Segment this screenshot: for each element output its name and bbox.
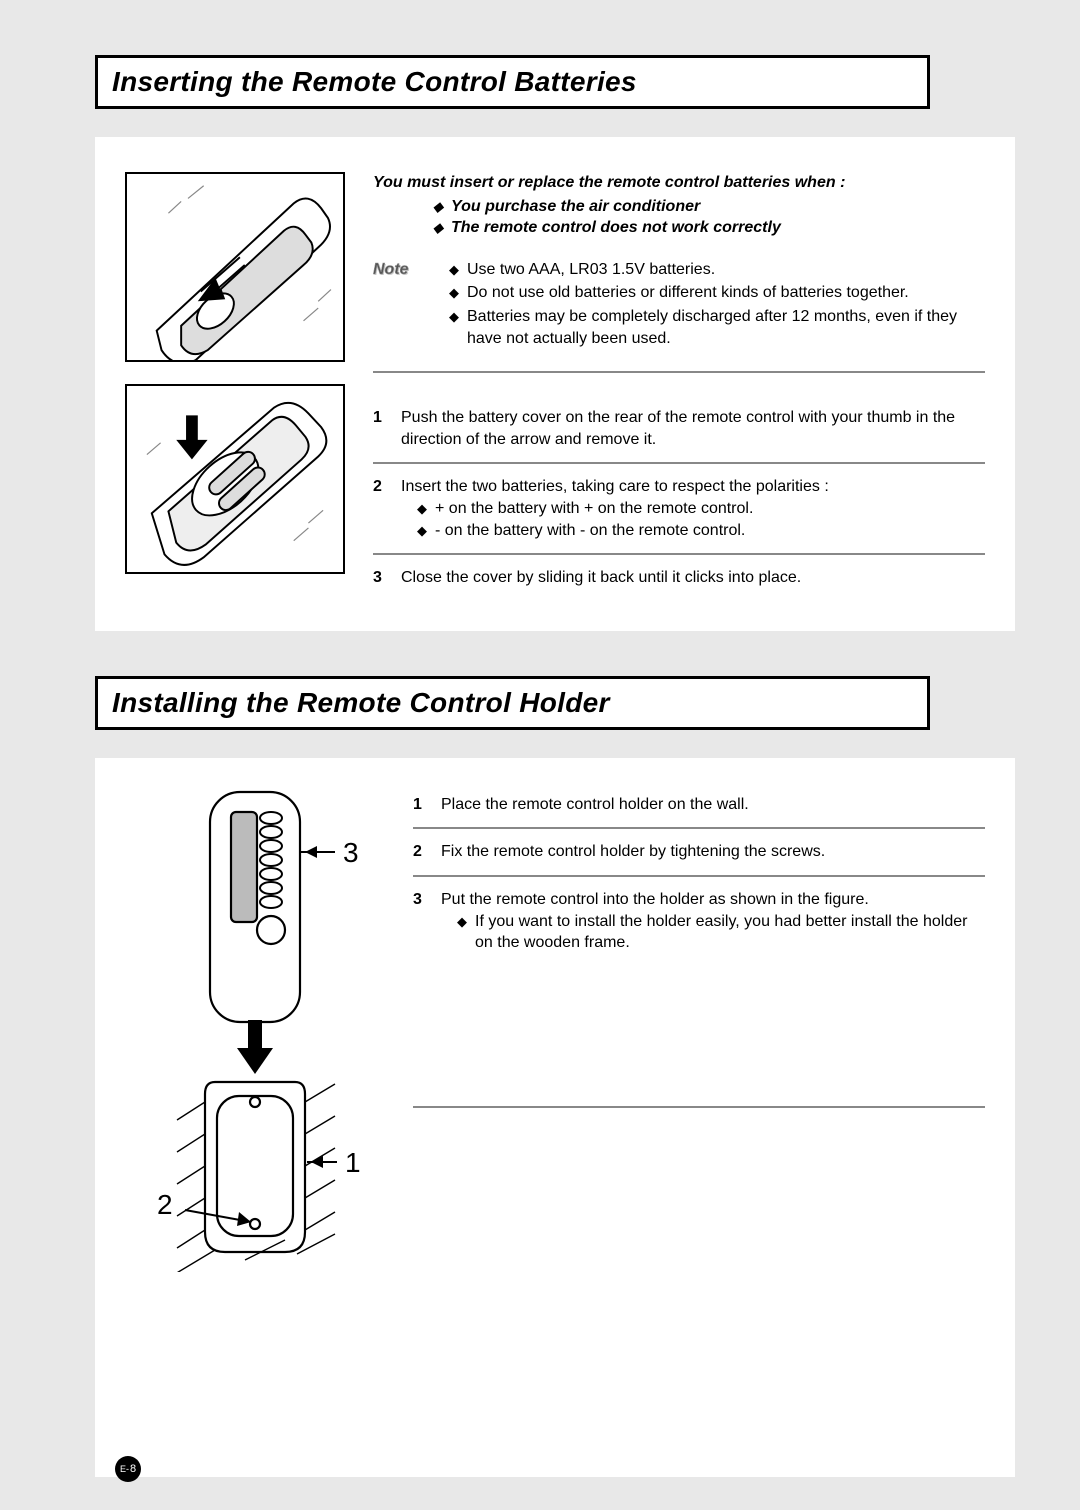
end-rule <box>413 1106 985 1108</box>
section-2-image: 3 1 2 <box>125 782 385 1277</box>
note-label: Note <box>373 259 425 351</box>
section-title-batteries: Inserting the Remote Control Batteries <box>95 55 930 109</box>
step-text: Close the cover by sliding it back until… <box>401 567 985 589</box>
intro-bullets: ◆You purchase the air conditioner ◆The r… <box>373 196 985 239</box>
step-text: Put the remote control into the holder a… <box>441 889 985 954</box>
diamond-icon: ◆ <box>449 259 459 281</box>
section-1-content: You must insert or replace the remote co… <box>95 137 1015 631</box>
section-2-text: 1 Place the remote control holder on the… <box>413 782 985 1277</box>
holder-step-3: 3 Put the remote control into the holder… <box>413 877 985 966</box>
section-2-heading: Installing the Remote Control Holder <box>112 687 913 719</box>
page-prefix: E- <box>120 1464 129 1474</box>
step-text: Place the remote control holder on the w… <box>441 794 985 816</box>
note-bullets: ◆Use two AAA, LR03 1.5V batteries. ◆Do n… <box>449 259 985 351</box>
illustration-insert-batteries <box>125 384 345 574</box>
step-text: Push the battery cover on the rear of th… <box>401 407 985 450</box>
section-1-images <box>125 172 345 601</box>
holder-step-1: 1 Place the remote control holder on the… <box>413 782 985 830</box>
page-number-badge: E-8 <box>115 1456 141 1482</box>
intro-line: You must insert or replace the remote co… <box>373 172 985 194</box>
page-num-value: 8 <box>130 1463 136 1475</box>
step-number: 2 <box>373 476 387 541</box>
illustration-remove-cover <box>125 172 345 362</box>
callout-1: 1 <box>345 1147 361 1178</box>
diamond-icon: ◆ <box>417 520 427 542</box>
diamond-icon: ◆ <box>449 282 459 304</box>
step-number: 1 <box>413 794 427 816</box>
step-text: Insert the two batteries, taking care to… <box>401 476 985 541</box>
section-1-heading: Inserting the Remote Control Batteries <box>112 66 913 98</box>
step-number: 2 <box>413 841 427 863</box>
section-2-content: 3 1 2 <box>95 758 1015 1477</box>
note-block: Note ◆Use two AAA, LR03 1.5V batteries. … <box>373 259 985 373</box>
callout-2: 2 <box>157 1189 173 1220</box>
holder-step-2: 2 Fix the remote control holder by tight… <box>413 829 985 877</box>
diamond-icon: ◆ <box>457 911 467 954</box>
page-number: E-8 <box>115 1456 141 1482</box>
step-text: Fix the remote control holder by tighten… <box>441 841 985 863</box>
step-3: 3 Close the cover by sliding it back unt… <box>373 555 985 601</box>
section-title-holder: Installing the Remote Control Holder <box>95 676 930 730</box>
section-1-text: You must insert or replace the remote co… <box>373 172 985 601</box>
step-1: 1 Push the battery cover on the rear of … <box>373 395 985 464</box>
diamond-icon: ◆ <box>433 217 443 239</box>
diamond-icon: ◆ <box>433 196 443 218</box>
step-number: 3 <box>413 889 427 954</box>
callout-3: 3 <box>343 837 359 868</box>
diamond-icon: ◆ <box>449 306 459 349</box>
step-2: 2 Insert the two batteries, taking care … <box>373 464 985 555</box>
step-number: 1 <box>373 407 387 450</box>
step-number: 3 <box>373 567 387 589</box>
diamond-icon: ◆ <box>417 498 427 520</box>
illustration-holder: 3 1 2 <box>125 782 385 1277</box>
